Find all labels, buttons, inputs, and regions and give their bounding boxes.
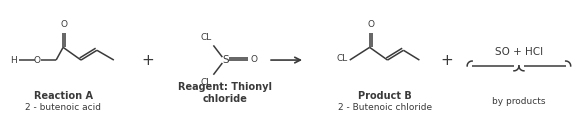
Text: O: O: [61, 20, 68, 29]
Text: O: O: [367, 20, 374, 29]
Text: O: O: [250, 55, 258, 64]
Text: +: +: [141, 52, 154, 68]
Text: SO + HCl: SO + HCl: [495, 47, 543, 57]
Text: 2 - butenoic acid: 2 - butenoic acid: [25, 103, 101, 112]
Text: by products: by products: [492, 97, 546, 106]
Text: H: H: [11, 56, 17, 64]
Text: Product B: Product B: [358, 91, 412, 101]
Text: S: S: [222, 55, 229, 65]
Text: O: O: [34, 56, 41, 64]
Text: +: +: [440, 52, 453, 68]
Text: CL: CL: [201, 33, 212, 42]
Text: CL: CL: [336, 54, 348, 63]
Text: CL: CL: [201, 78, 212, 87]
Text: 2 - Butenoic chloride: 2 - Butenoic chloride: [338, 103, 432, 112]
Text: Reagent: Thionyl
chloride: Reagent: Thionyl chloride: [178, 82, 272, 104]
Text: Reaction A: Reaction A: [34, 91, 92, 101]
